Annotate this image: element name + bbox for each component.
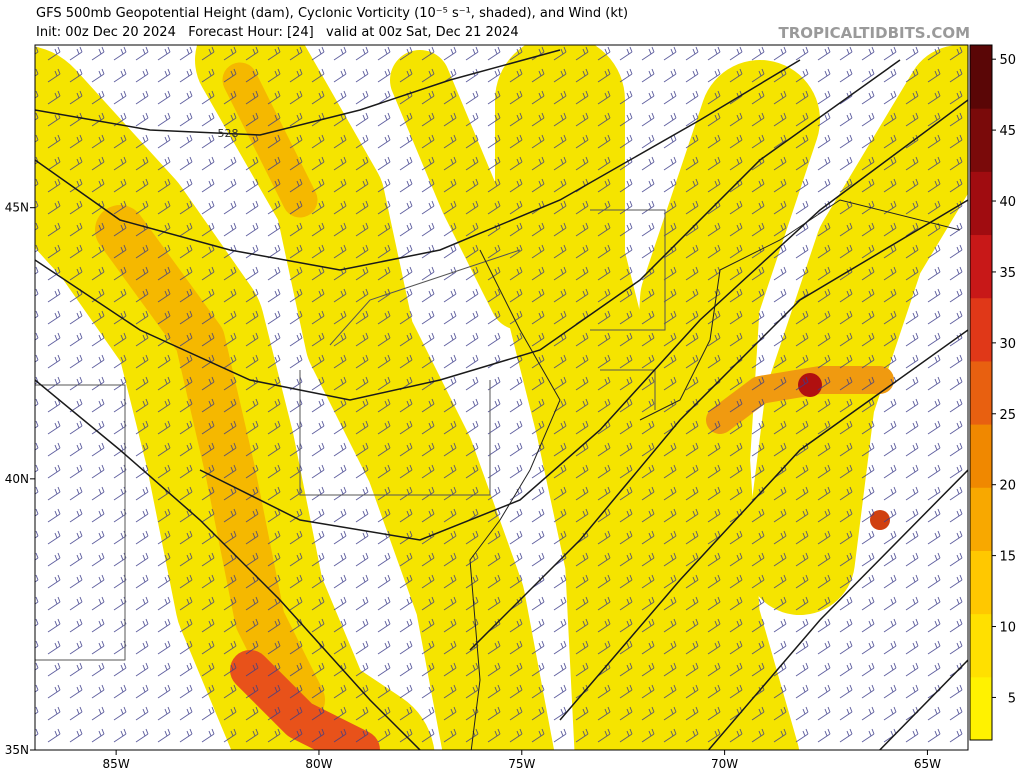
- colorbar: 5 10 15 20 25 30 35 40 45 50: [969, 44, 1016, 741]
- colorbar-segment: [970, 550, 992, 615]
- colorbar-segment: [970, 487, 992, 551]
- colorbar-tick-label: 35: [999, 266, 1016, 281]
- colorbar-segment: [970, 676, 992, 741]
- lon-tick-label: 65W: [914, 757, 941, 771]
- colorbar-segment: [970, 108, 992, 172]
- colorbar-tick-label: 50: [999, 53, 1016, 68]
- colorbar-segment: [970, 424, 992, 488]
- lat-tick-label: 35N: [5, 743, 29, 757]
- contour-label: 528: [218, 127, 239, 140]
- subtitle: Init: 00z Dec 20 2024 Forecast Hour: [24…: [36, 25, 519, 40]
- lon-tick-label: 70W: [711, 757, 738, 771]
- map-area: 528: [35, 45, 968, 750]
- map-frame: [34, 44, 969, 751]
- colorbar-frame: [969, 44, 993, 741]
- lon-tick-label: 80W: [305, 757, 332, 771]
- lon-tick-label: 75W: [508, 757, 535, 771]
- axes: 85W 80W 75W 70W 65W 45N 40N 35N: [5, 201, 941, 771]
- colorbar-tick-label: 40: [999, 195, 1016, 210]
- colorbar-segment: [970, 234, 992, 299]
- colorbar-segment: [970, 297, 992, 362]
- height-contours: [35, 49, 968, 750]
- colorbar-tick-label: 10: [999, 621, 1016, 636]
- colorbar-tick-label: 30: [999, 337, 1016, 352]
- colorbar-segment: [970, 360, 992, 425]
- title: GFS 500mb Geopotential Height (dam), Cyc…: [36, 6, 628, 21]
- wind-barbs: [35, 45, 968, 750]
- colorbar-tick-label: 20: [999, 479, 1016, 494]
- lat-tick-label: 40N: [5, 472, 29, 486]
- colorbar-tick-label: 25: [999, 408, 1016, 423]
- lat-tick-label: 45N: [5, 201, 29, 215]
- lon-tick-label: 85W: [103, 757, 130, 771]
- colorbar-tick-label: 15: [999, 550, 1016, 565]
- watermark: TROPICALTIDBITS.COM: [779, 24, 971, 42]
- colorbar-segment: [970, 613, 992, 678]
- boundaries: [35, 199, 961, 750]
- colorbar-tick-label: 5: [1008, 691, 1016, 706]
- colorbar-segment: [970, 45, 992, 109]
- colorbar-segment: [970, 171, 992, 236]
- colorbar-tick-label: 45: [999, 124, 1016, 139]
